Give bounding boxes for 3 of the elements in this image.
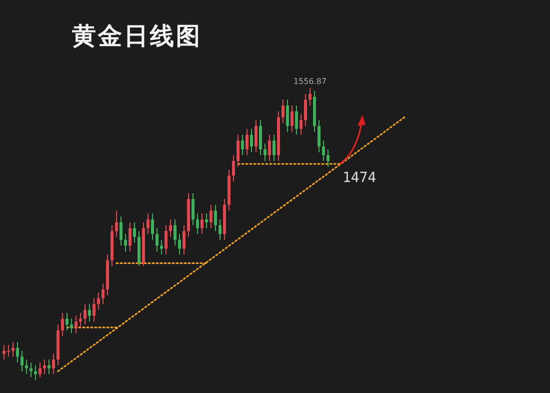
annotation: 1556.87 [293, 77, 327, 86]
chart-title: 黄金日线图 [71, 21, 202, 50]
annotation: 1474 [342, 170, 376, 186]
